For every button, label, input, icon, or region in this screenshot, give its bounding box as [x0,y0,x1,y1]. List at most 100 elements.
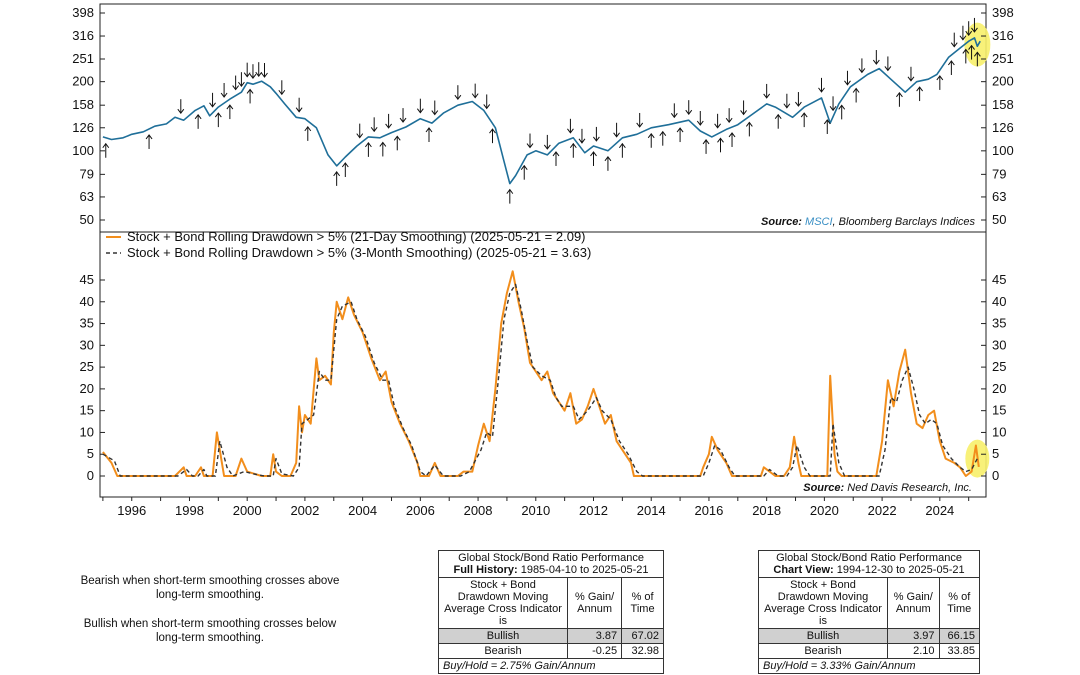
top-right-tick-label: 200 [992,74,1014,89]
bullish-arrow-head [676,127,684,133]
x-tick-label: 2010 [521,503,550,518]
table-range: Full History: 1985-04-10 to 2025-05-21 [443,564,659,576]
top-right-tick-label: 158 [992,97,1014,112]
bearish-arrow-head [844,80,851,86]
row-label: Bullish [758,628,888,644]
top-left-tick-label: 316 [72,28,94,43]
ratio-line [102,37,981,185]
bottom-right-tick-label: 15 [992,403,1006,418]
bullish-arrow-head [702,139,710,145]
bottom-left-tick-label: 45 [80,272,94,287]
top-right-tick-label: 316 [992,28,1014,43]
bottom-left-tick-label: 35 [80,316,94,331]
bearish-arrow-head [385,123,392,129]
bearish-arrow-head [278,89,286,96]
bottom-left-tick-label: 30 [80,337,94,352]
bullish-note: Bullish when short-term smoothing crosse… [83,618,337,644]
bearish-arrow-head [232,85,240,91]
row-time: 33.85 [938,643,981,659]
row-label: Bullish [438,628,568,644]
indicator-header: Stock + Bond Drawdown Moving Average Cro… [438,577,568,629]
top-left-tick-label: 398 [72,5,94,20]
bearish-arrow-head [578,138,586,144]
long-term-line [102,283,980,477]
bottom-source-rest: Ned Davis Research, Inc. [844,482,972,494]
bullish-arrow-head [341,162,349,168]
top-left-tick-label: 63 [80,189,94,204]
bullish-arrow-head [968,44,975,50]
bearish-arrow-head [249,73,257,80]
top-left-tick-label: 79 [80,166,94,181]
bearish-arrow-head [818,87,825,93]
bearish-arrow-head [454,94,462,101]
bullish-arrow-head [618,142,626,149]
bottom-right-tick-label: 35 [992,316,1006,331]
bullish-arrow-head [552,151,560,157]
bullish-arrow-head [569,142,577,149]
bottom-left-tick-label: 5 [87,446,94,461]
bullish-arrow-head [194,113,202,120]
row-time: 66.15 [938,628,981,644]
bullish-arrow-head [246,88,254,94]
top-source: Source: MSCI, Bloomberg Barclays Indices [761,216,975,228]
bearish-arrow-head [858,68,866,74]
table-range-value: 1994-12-30 to 2025-05-21 [836,564,965,576]
bearish-arrow-head [243,72,251,78]
table-range-value: 1985-04-10 to 2025-05-21 [520,564,649,576]
x-tick-label: 2018 [752,503,781,518]
bottom-right-tick-label: 45 [992,272,1006,287]
top-left-tick-label: 50 [80,212,94,227]
bullish-arrow-head [936,75,944,81]
bullish-arrow-head [364,142,372,148]
bullish-arrow-head [425,127,433,133]
bearish-arrow-head [220,92,228,98]
bottom-source-label: Source: [803,482,844,494]
bearish-arrow-head [872,59,880,65]
bearish-arrow-head [725,117,733,124]
bullish-arrow-head [590,151,597,157]
bearish-arrow-head [416,108,424,114]
row-label: Bearish [758,643,888,659]
legend-label-short: Stock + Bond Rolling Drawdown > 5% (21-D… [127,229,586,244]
bearish-arrow-head [950,42,958,48]
bullish-arrow-head [896,91,903,98]
bullish-arrow-head [800,112,808,118]
bullish-arrow-head [226,104,234,110]
full-history-table: Global Stock/Bond Ratio Performance Full… [438,550,664,674]
top-panel: 398 398 316 316 251 251 200 200 158 158 126 126 100 1… [72,5,1013,227]
time-header: % of Time [938,577,981,629]
top-left-tick-label: 126 [72,120,94,135]
x-tick-label: 2014 [637,503,666,518]
bearish-arrow-head [696,120,704,126]
top-left-tick-label: 200 [72,74,94,89]
buy-hold: Buy/Hold = 3.33% Gain/Annum [758,658,980,674]
row-gain: 3.87 [566,628,623,644]
bottom-left-tick-label: 40 [80,294,94,309]
top-right-tick-label: 251 [992,51,1014,66]
bullish-arrow-head [506,188,514,194]
bearish-arrow-head [431,110,439,116]
bearish-arrow-head [543,144,551,150]
x-tick-label: 2020 [810,503,839,518]
x-tick-label: 2002 [290,503,319,518]
bottom-left-tick-label: 25 [80,359,94,374]
row-label: Bearish [438,643,568,659]
bullish-arrow-head [659,130,667,136]
bottom-right-tick-label: 25 [992,359,1006,374]
gain-header: % Gain/ Annum [887,577,940,629]
table-range: Chart View: 1994-12-30 to 2025-05-21 [763,564,975,576]
bottom-left-tick-label: 20 [80,381,94,396]
bullish-arrow-head [647,132,655,139]
bearish-arrow-head [829,106,837,112]
top-right-tick-label: 126 [992,120,1014,135]
bearish-arrow-head [592,136,600,142]
bearish-arrow-head [971,27,978,33]
bullish-arrow-head [838,104,846,110]
row-gain: 2.10 [887,643,940,659]
table-row: Bearish 2.10 33.85 [758,643,981,659]
x-tick-label: 1998 [175,503,204,518]
table-title-text: Global Stock/Bond Ratio Performance [458,552,644,564]
bearish-arrow-head [884,66,892,72]
bearish-arrow-head [740,110,747,116]
